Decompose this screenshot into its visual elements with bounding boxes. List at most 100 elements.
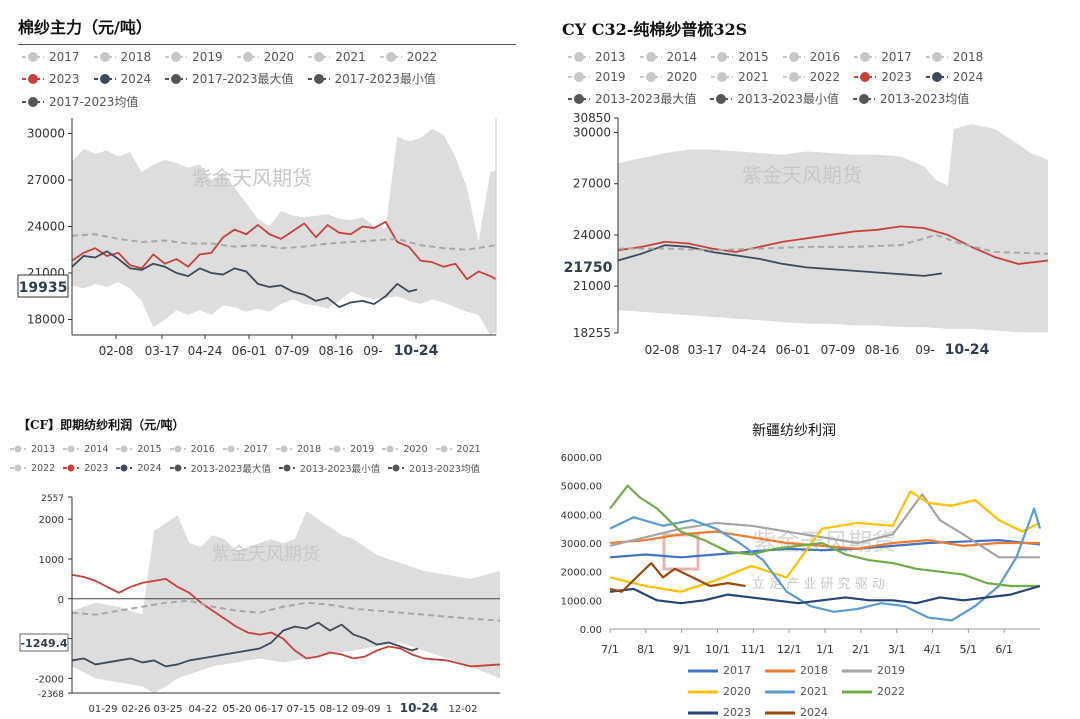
legend-item-2023[interactable]: 2023 xyxy=(22,72,80,86)
legend-item-2022[interactable]: 2022 xyxy=(379,50,437,64)
x-tick-label: 09-09 xyxy=(351,704,380,715)
legend-label: 2022 xyxy=(809,70,841,84)
series-line-2023 xyxy=(617,225,1049,265)
legend-item-2022[interactable]: 2022 xyxy=(782,70,841,84)
legend-item-2020[interactable]: 2020 xyxy=(382,443,428,455)
legend-marker-icon xyxy=(165,73,188,84)
legend-item-2013-2023[interactable]: 2013-2023最大值 xyxy=(568,90,696,107)
x-tick-label: 10-24 xyxy=(394,343,439,359)
legend-item-2013-2023[interactable]: 2013-2023最大值 xyxy=(169,461,271,475)
legend-item-2023[interactable]: 2023 xyxy=(688,706,751,719)
legend-item-2013-2023[interactable]: 2013-2023最小值 xyxy=(710,90,839,107)
legend-item-2017-2023[interactable]: 2017-2023最大值 xyxy=(165,70,294,87)
legend: 2017 2018 2019 2020 2021 2022 2023 2024 xyxy=(688,664,938,719)
x-tick-label: 7/1 xyxy=(601,643,619,656)
legend-item-2015[interactable]: 2015 xyxy=(711,50,769,64)
legend-item-2013-2023[interactable]: 2013-2023均值 xyxy=(852,90,970,107)
series-line-2013-2023 xyxy=(71,599,501,622)
legend-item-2013[interactable]: 2013 xyxy=(10,443,55,455)
y-tick-label: 3000.00 xyxy=(561,539,602,550)
x-tick-label: 11/1 xyxy=(741,643,766,656)
legend-dot xyxy=(574,52,584,62)
legend-item-2019[interactable]: 2019 xyxy=(842,664,905,677)
legend-dot xyxy=(717,72,728,82)
legend-dot xyxy=(313,73,324,84)
legend-label: 2020 xyxy=(263,50,295,64)
legend-item-2021[interactable]: 2021 xyxy=(765,685,828,698)
legend-dot xyxy=(931,52,942,62)
legend-marker-icon xyxy=(854,52,877,62)
legend-item-2018[interactable]: 2018 xyxy=(925,50,983,64)
x-tick-label: 10-24 xyxy=(400,701,438,715)
legend-label: 2013-2023均值 xyxy=(879,92,970,106)
last-value-label: -1249.4 xyxy=(20,637,67,650)
legend-item-2021[interactable]: 2021 xyxy=(711,70,769,84)
legend: 2013 2014 2015 2016 2017 2018 2019 2020 2021 2022… xyxy=(568,50,1068,107)
legend-marker-icon xyxy=(275,445,292,453)
legend-item-2017[interactable]: 2017 xyxy=(22,50,80,64)
legend-item-2024[interactable]: 2024 xyxy=(925,70,983,84)
x-tick-label: 8/1 xyxy=(637,643,655,656)
legend-item-2015[interactable]: 2015 xyxy=(116,443,162,455)
legend-item-2013-2023[interactable]: 2013-2023均值 xyxy=(388,461,480,475)
x-tick-label: 6/1 xyxy=(995,643,1013,656)
legend-marker-icon xyxy=(842,690,872,693)
legend-item-2018[interactable]: 2018 xyxy=(765,664,828,677)
legend-item-2016[interactable]: 2016 xyxy=(169,443,215,455)
legend-item-2021[interactable]: 2021 xyxy=(308,50,366,64)
legend-marker-icon xyxy=(710,93,733,104)
legend-label: 2018 xyxy=(120,50,152,64)
legend-item-2023[interactable]: 2023 xyxy=(854,70,912,84)
legend-marker-icon xyxy=(169,464,186,472)
y-tick-label: 18255 xyxy=(573,326,611,340)
legend-label: 2013 xyxy=(31,443,56,455)
legend-marker-icon xyxy=(765,690,795,693)
legend-dot xyxy=(645,72,656,82)
legend-item-2017[interactable]: 2017 xyxy=(854,50,912,64)
legend-item-2017-2023[interactable]: 2017-2023均值 xyxy=(22,93,138,110)
legend-label: 2023 xyxy=(881,70,912,84)
legend-item-2014[interactable]: 2014 xyxy=(639,50,698,64)
legend-dot xyxy=(67,464,75,472)
legend-label: 2017-2023均值 xyxy=(49,95,139,109)
legend-marker-icon xyxy=(278,464,295,472)
legend-item-2021[interactable]: 2021 xyxy=(435,443,481,455)
legend-item-2022[interactable]: 2022 xyxy=(10,462,55,474)
legend-marker-icon xyxy=(63,464,80,472)
legend-item-2013-2023[interactable]: 2013-2023最小值 xyxy=(278,461,380,475)
legend-label: 2019 xyxy=(595,70,626,84)
legend-item-2019[interactable]: 2019 xyxy=(568,70,626,84)
legend-marker-icon xyxy=(711,52,734,62)
legend-item-2017[interactable]: 2017 xyxy=(222,443,268,455)
legend-item-2024[interactable]: 2024 xyxy=(116,462,162,474)
legend-item-2020[interactable]: 2020 xyxy=(639,70,697,84)
legend-item-2023[interactable]: 2023 xyxy=(63,462,108,474)
legend-item-2016[interactable]: 2016 xyxy=(782,50,840,64)
legend-item-2018[interactable]: 2018 xyxy=(275,443,321,455)
x-tick-label: 4/1 xyxy=(924,643,942,656)
x-tick-label: 2/1 xyxy=(852,643,870,656)
legend-item-2020[interactable]: 2020 xyxy=(688,685,751,698)
x-tick-label: 07-09 xyxy=(821,343,856,357)
legend-item-2024[interactable]: 2024 xyxy=(93,72,151,86)
y-tick-label: 30000 xyxy=(27,127,65,141)
legend-item-2020[interactable]: 2020 xyxy=(236,50,295,64)
legend-item-2018[interactable]: 2018 xyxy=(93,50,152,64)
legend-item-2017-2023[interactable]: 2017-2023最小值 xyxy=(307,70,436,87)
legend-dot xyxy=(931,72,942,82)
legend-label: 2015 xyxy=(738,50,769,64)
legend-dot xyxy=(28,52,38,62)
y-tick-label: 0 xyxy=(58,595,64,606)
panel-cy-c32: CY C32-纯棉纱普梳32S 2013 2014 2015 2016 2017 2018… xyxy=(540,0,1080,370)
legend-item-2014[interactable]: 2014 xyxy=(63,443,108,455)
legend-item-2013[interactable]: 2013 xyxy=(568,50,626,64)
legend-item-2024[interactable]: 2024 xyxy=(765,706,828,719)
series-line-2013-2023 xyxy=(618,233,1049,255)
legend-item-2019[interactable]: 2019 xyxy=(329,443,374,455)
legend-item-2017[interactable]: 2017 xyxy=(688,664,751,677)
legend-label: 2014 xyxy=(666,50,698,64)
legend-label: 2013-2023最大值 xyxy=(190,464,271,475)
legend-item-2019[interactable]: 2019 xyxy=(165,50,223,64)
legend-dot xyxy=(574,72,584,82)
legend-item-2022[interactable]: 2022 xyxy=(842,685,905,698)
